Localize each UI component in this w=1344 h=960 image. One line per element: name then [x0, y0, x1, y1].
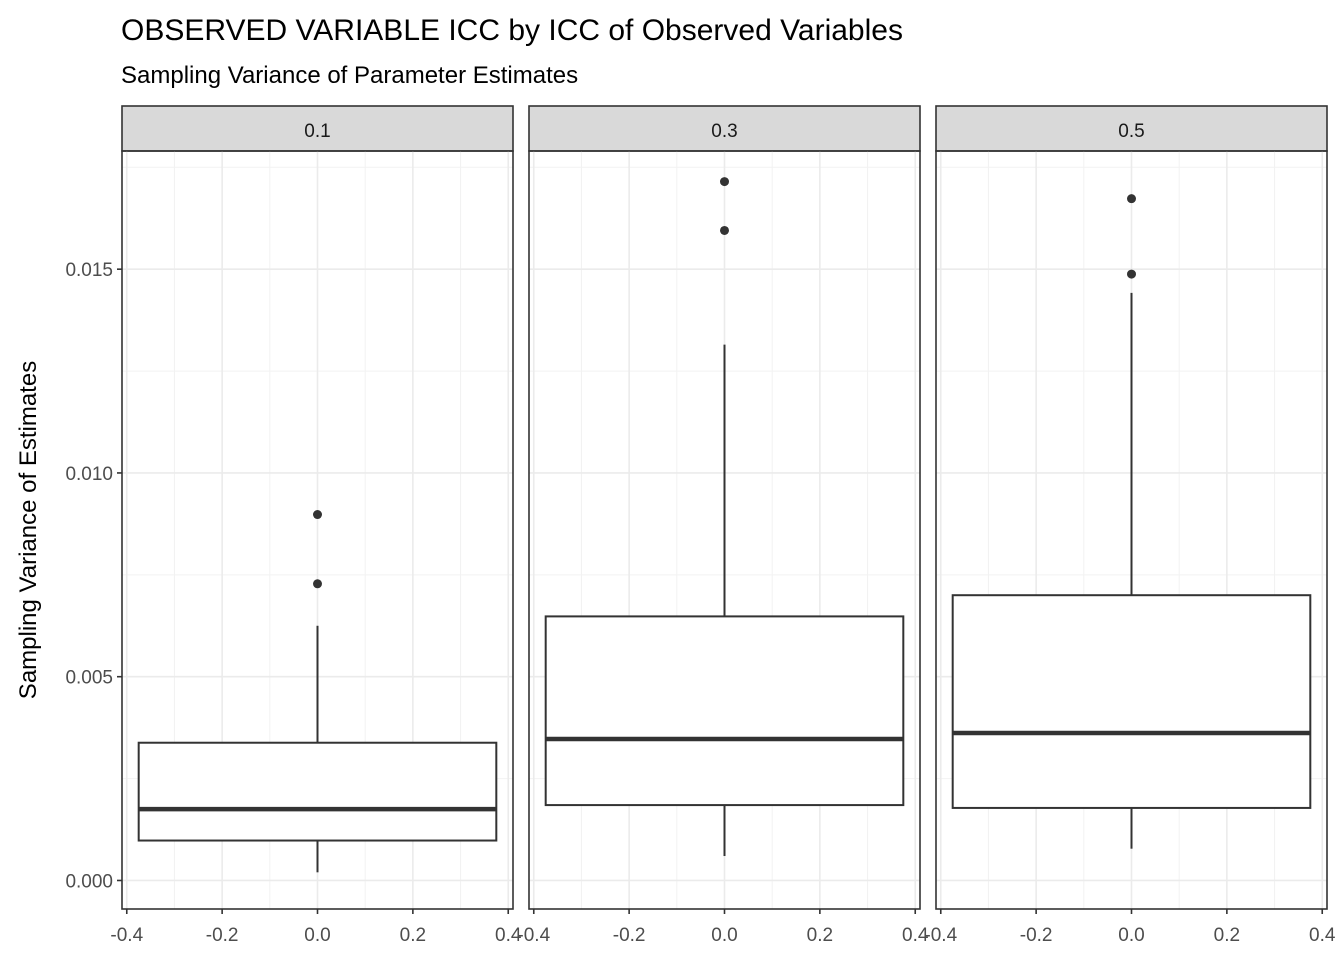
facet-label: 0.1 — [304, 121, 330, 142]
y-tick-label: 0.015 — [65, 260, 113, 281]
y-tick-label: 0.005 — [65, 668, 113, 689]
x-tick-label: 0.2 — [1214, 925, 1240, 946]
x-tick-label: 0.0 — [711, 925, 737, 946]
box-iqr — [137, 741, 498, 842]
facets: 0.1 -0.4 -0.2 0.0 0.2 0.4 0.3 -0.4 -0.2 0.0 0.2 0.4… — [110, 105, 1336, 946]
outlier-point — [1127, 194, 1136, 204]
x-tick-label: 0.2 — [807, 925, 833, 946]
facet-label: 0.5 — [1118, 121, 1144, 142]
chart-title: OBSERVED VARIABLE ICC by ICC of Observed… — [121, 14, 903, 47]
outlier-point — [720, 225, 729, 235]
y-axis-label: Sampling Variance of Estimates — [15, 361, 42, 699]
facet-strip — [121, 105, 514, 152]
outlier-point — [1127, 269, 1136, 279]
y-axis: 0.000 0.005 0.010 0.015 — [65, 260, 122, 892]
facet-label: 0.3 — [711, 121, 737, 142]
x-tick-label: -0.2 — [1020, 925, 1053, 946]
outlier-point — [720, 177, 729, 187]
facet-panel: 0.5 -0.4 -0.2 0.0 0.2 0.4 — [924, 105, 1336, 946]
x-tick-label: -0.2 — [613, 925, 646, 946]
x-tick-label: 0.0 — [1118, 925, 1144, 946]
x-tick-label: 0.4 — [1309, 925, 1336, 946]
outlier-point — [313, 579, 322, 589]
x-tick-label: 0.2 — [400, 925, 426, 946]
y-tick-label: 0.000 — [65, 871, 113, 892]
x-tick-label: 0.0 — [304, 925, 330, 946]
x-tick-label: 0.4 — [902, 925, 929, 946]
box-iqr — [951, 594, 1312, 809]
facet-panel: 0.3 -0.4 -0.2 0.0 0.2 0.4 — [517, 105, 929, 946]
x-tick-label: 0.4 — [495, 925, 522, 946]
x-tick-label: -0.4 — [517, 925, 550, 946]
chart-subtitle: Sampling Variance of Parameter Estimates — [121, 62, 578, 89]
facet-panel: 0.1 -0.4 -0.2 0.0 0.2 0.4 — [110, 105, 522, 946]
facet-strip — [935, 105, 1328, 152]
x-tick-label: -0.4 — [110, 925, 143, 946]
outlier-point — [313, 510, 322, 520]
facet-strip — [528, 105, 921, 152]
x-tick-label: -0.2 — [206, 925, 239, 946]
y-tick-label: 0.010 — [65, 464, 113, 485]
box-iqr — [544, 615, 905, 807]
x-tick-label: -0.4 — [924, 925, 957, 946]
